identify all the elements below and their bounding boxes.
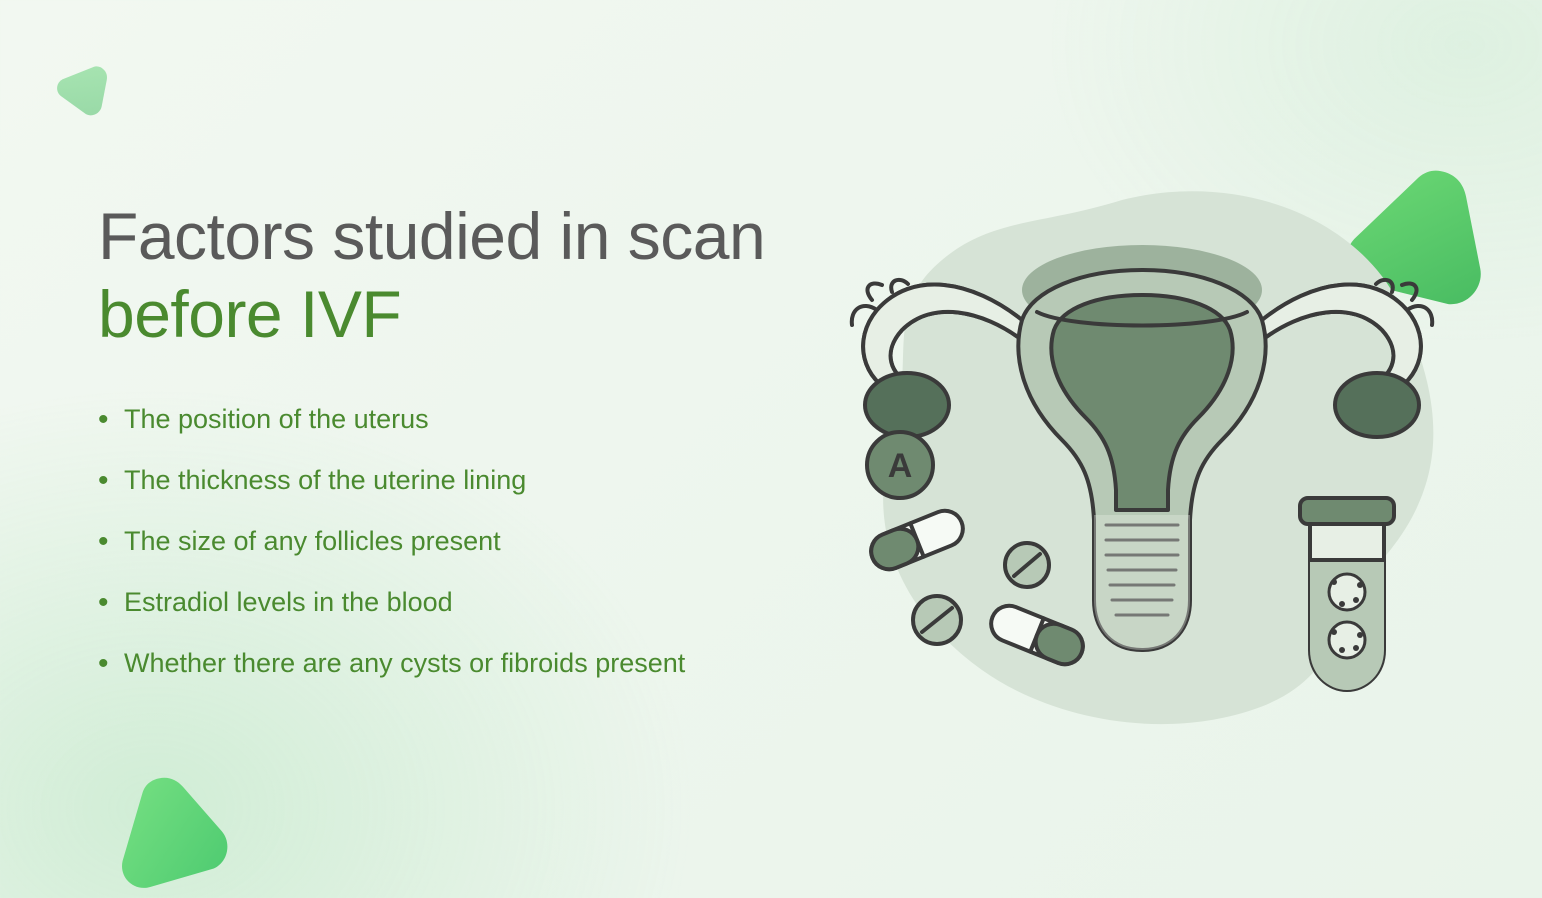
round-pill-icon (913, 596, 961, 644)
round-pill-icon (1005, 543, 1049, 587)
page-title: Factors studied in scan before IVF (98, 198, 878, 354)
list-item: The thickness of the uterine lining (98, 463, 878, 498)
decor-triangle-top-right (1330, 140, 1519, 329)
capsule-pill-icon (866, 505, 968, 574)
factors-list: The position of the uterus The thickness… (98, 402, 878, 681)
text-block: Factors studied in scan before IVF The p… (98, 198, 878, 707)
blob-dark-oval (1022, 245, 1262, 335)
decor-triangle-top-left (49, 49, 126, 126)
list-item: The size of any follicles present (98, 524, 878, 559)
title-part-b: before IVF (98, 277, 401, 351)
vitamin-a-letter: A (888, 447, 913, 485)
list-item: Estradiol levels in the blood (98, 585, 878, 620)
capsule-pill-icon (986, 600, 1088, 669)
test-tube-icon (1300, 498, 1394, 690)
list-item: The position of the uterus (98, 402, 878, 437)
list-item: Whether there are any cysts or fibroids … (98, 646, 878, 681)
decor-triangle-bottom-left (99, 759, 241, 898)
uterus-icon (852, 270, 1432, 650)
medical-illustration: A (822, 180, 1482, 740)
title-part-a: Factors studied in scan (98, 199, 765, 273)
blob-shape (883, 191, 1433, 724)
